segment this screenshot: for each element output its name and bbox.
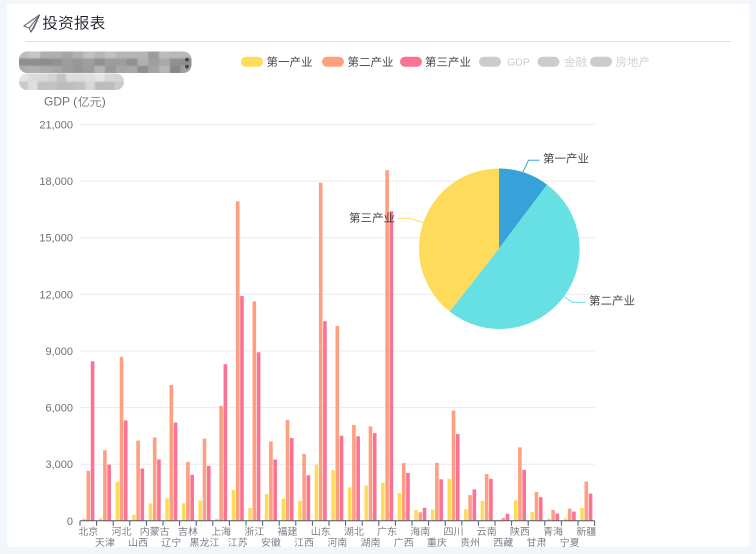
svg-text:18,000: 18,000 (39, 176, 73, 188)
svg-text:12,000: 12,000 (39, 289, 73, 301)
svg-text:6,000: 6,000 (45, 403, 73, 415)
svg-text:9,000: 9,000 (45, 346, 73, 358)
svg-text:GDP (: GDP ( (44, 95, 77, 109)
svg-text:21,000: 21,000 (39, 120, 73, 132)
svg-text:0: 0 (67, 516, 73, 528)
svg-text:15,000: 15,000 (39, 233, 73, 245)
svg-text:3,000: 3,000 (45, 459, 73, 471)
svg-text:GDP: GDP (507, 57, 530, 69)
svg-text:): ) (102, 95, 106, 109)
